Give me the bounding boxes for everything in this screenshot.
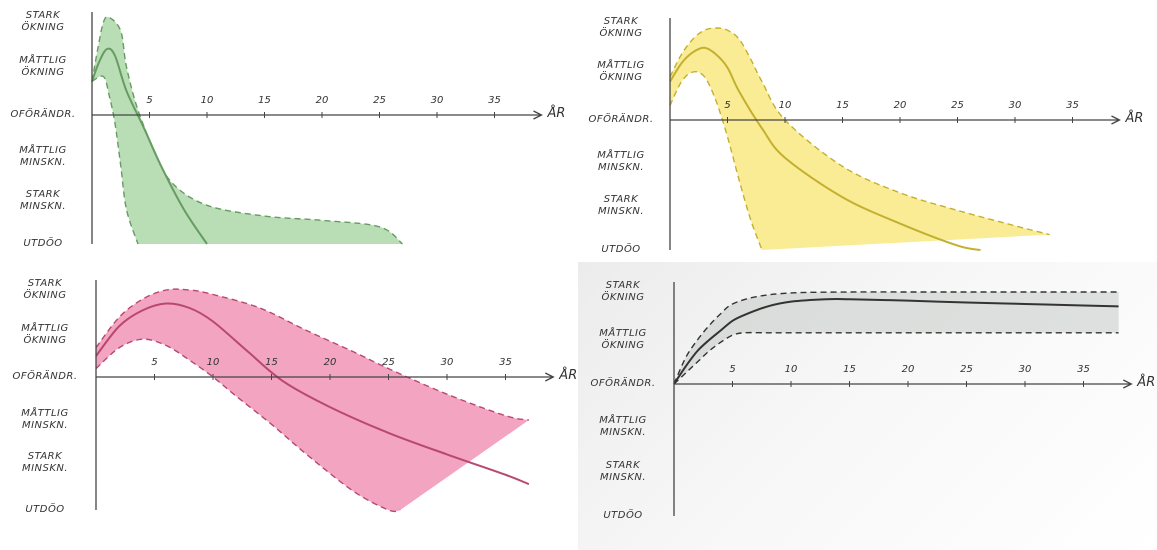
x-tick-label: 35 [499,357,512,368]
x-tick-label: 15 [258,95,271,106]
x-tick-label: 25 [960,364,973,375]
y-level-label: STARK ÖKNING [21,10,65,33]
y-level-label: OFÖRÄNDR. [10,109,76,120]
x-axis-arrow [533,110,543,120]
x-tick-label: 35 [488,95,501,106]
chart-svg [669,18,1121,251]
x-tick-label: 10 [200,95,214,106]
y-level-label: MÅTTLIG ÖKNING [21,323,69,346]
y-level-label: STARK MINSKN. [21,451,69,474]
series-lower-bound [95,338,401,513]
x-tick-label: 10 [784,364,798,375]
x-tick-label: 25 [382,357,395,368]
x-axis-arrow [1111,115,1121,125]
confidence-band [96,289,529,512]
x-axis-label: ÅR [1137,375,1156,390]
x-axis-arrow [1123,379,1133,389]
y-level-label: OFÖRÄNDR. [12,371,78,382]
series-upper-bound [95,288,530,421]
series-lower-bound [669,71,763,251]
y-level-label: UTDÖO [601,244,641,255]
x-axis-arrow [545,372,555,382]
y-level-label: MÅTTLIG ÖKNING [599,328,647,351]
chart-svg [95,280,555,513]
confidence-band [674,291,1119,384]
y-level-label: STARK MINSKN. [597,194,645,217]
chart-svg [91,12,543,245]
x-tick-label: 5 [146,95,153,106]
y-level-label: STARK ÖKNING [599,16,643,39]
y-level-label: MÅTTLIG ÖKNING [19,55,67,78]
y-level-label: MÅTTLIG MINSKN. [599,415,647,438]
y-level-label: UTDÖO [603,510,643,521]
x-tick-label: 35 [1066,100,1079,111]
series-central [673,297,1119,385]
x-tick-label: 10 [778,100,792,111]
x-tick-label: 20 [901,364,915,375]
x-axis-label: ÅR [559,368,578,383]
y-level-label: STARK ÖKNING [23,278,67,301]
x-tick-label: 20 [323,357,337,368]
x-axis-label: ÅR [1125,111,1144,126]
y-level-label: OFÖRÄNDR. [590,378,656,389]
y-level-label: STARK MINSKN. [19,189,67,212]
x-tick-label: 5 [151,357,158,368]
y-level-label: UTDÖO [25,504,65,515]
y-level-label: MÅTTLIG MINSKN. [19,145,67,168]
x-tick-label: 30 [430,95,444,106]
chart-panel-yellow: STARK ÖKNING MÅTTLIG ÖKNING OFÖRÄNDR. MÅTTL… [578,0,1157,270]
x-tick-label: 15 [265,357,278,368]
chart-svg [673,282,1133,516]
x-tick-label: 35 [1077,364,1090,375]
x-tick-label: 30 [1008,100,1022,111]
series-lower-bound [673,331,1119,385]
x-tick-label: 25 [373,95,386,106]
x-tick-label: 15 [843,364,856,375]
series-central [95,302,530,486]
x-tick-label: 10 [206,357,220,368]
x-axis-label: ÅR [547,106,566,121]
series-upper-bound [673,291,1119,385]
chart-panel-gray: STARK ÖKNING MÅTTLIG ÖKNING OFÖRÄNDR. MÅTTL… [578,262,1157,550]
x-tick-label: 20 [893,100,907,111]
x-tick-label: 30 [440,357,454,368]
confidence-band [92,16,403,245]
series-lower-bound [91,75,139,245]
y-level-label: MÅTTLIG MINSKN. [597,150,645,173]
series-central [669,46,981,251]
x-tick-label: 25 [951,100,964,111]
x-tick-label: 20 [315,95,329,106]
y-level-label: STARK ÖKNING [601,280,645,303]
x-tick-label: 15 [836,100,849,111]
y-level-label: MÅTTLIG MINSKN. [21,408,69,431]
x-tick-label: 5 [724,100,731,111]
series-upper-bound [669,27,1050,236]
y-level-label: OFÖRÄNDR. [588,114,654,125]
x-tick-label: 5 [729,364,736,375]
chart-panel-green: STARK ÖKNING MÅTTLIG ÖKNING OFÖRÄNDR. MÅTTL… [0,0,578,270]
series-central [91,47,208,245]
confidence-band [670,28,1050,250]
y-level-label: STARK MINSKN. [599,460,647,483]
y-level-label: MÅTTLIG ÖKNING [597,60,645,83]
y-level-label: UTDÖO [23,238,63,249]
x-tick-label: 30 [1018,364,1032,375]
chart-panel-pink: STARK ÖKNING MÅTTLIG ÖKNING OFÖRÄNDR. MÅTTL… [0,268,578,550]
